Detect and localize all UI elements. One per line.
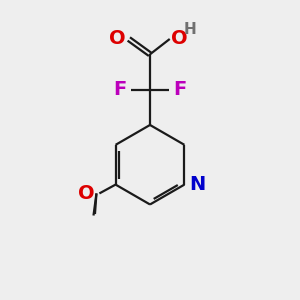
- Text: F: F: [174, 80, 187, 99]
- Text: F: F: [113, 80, 126, 99]
- Text: O: O: [78, 184, 95, 203]
- Text: O: O: [109, 29, 125, 49]
- Text: O: O: [171, 29, 188, 49]
- Text: N: N: [189, 175, 205, 194]
- Text: H: H: [184, 22, 196, 37]
